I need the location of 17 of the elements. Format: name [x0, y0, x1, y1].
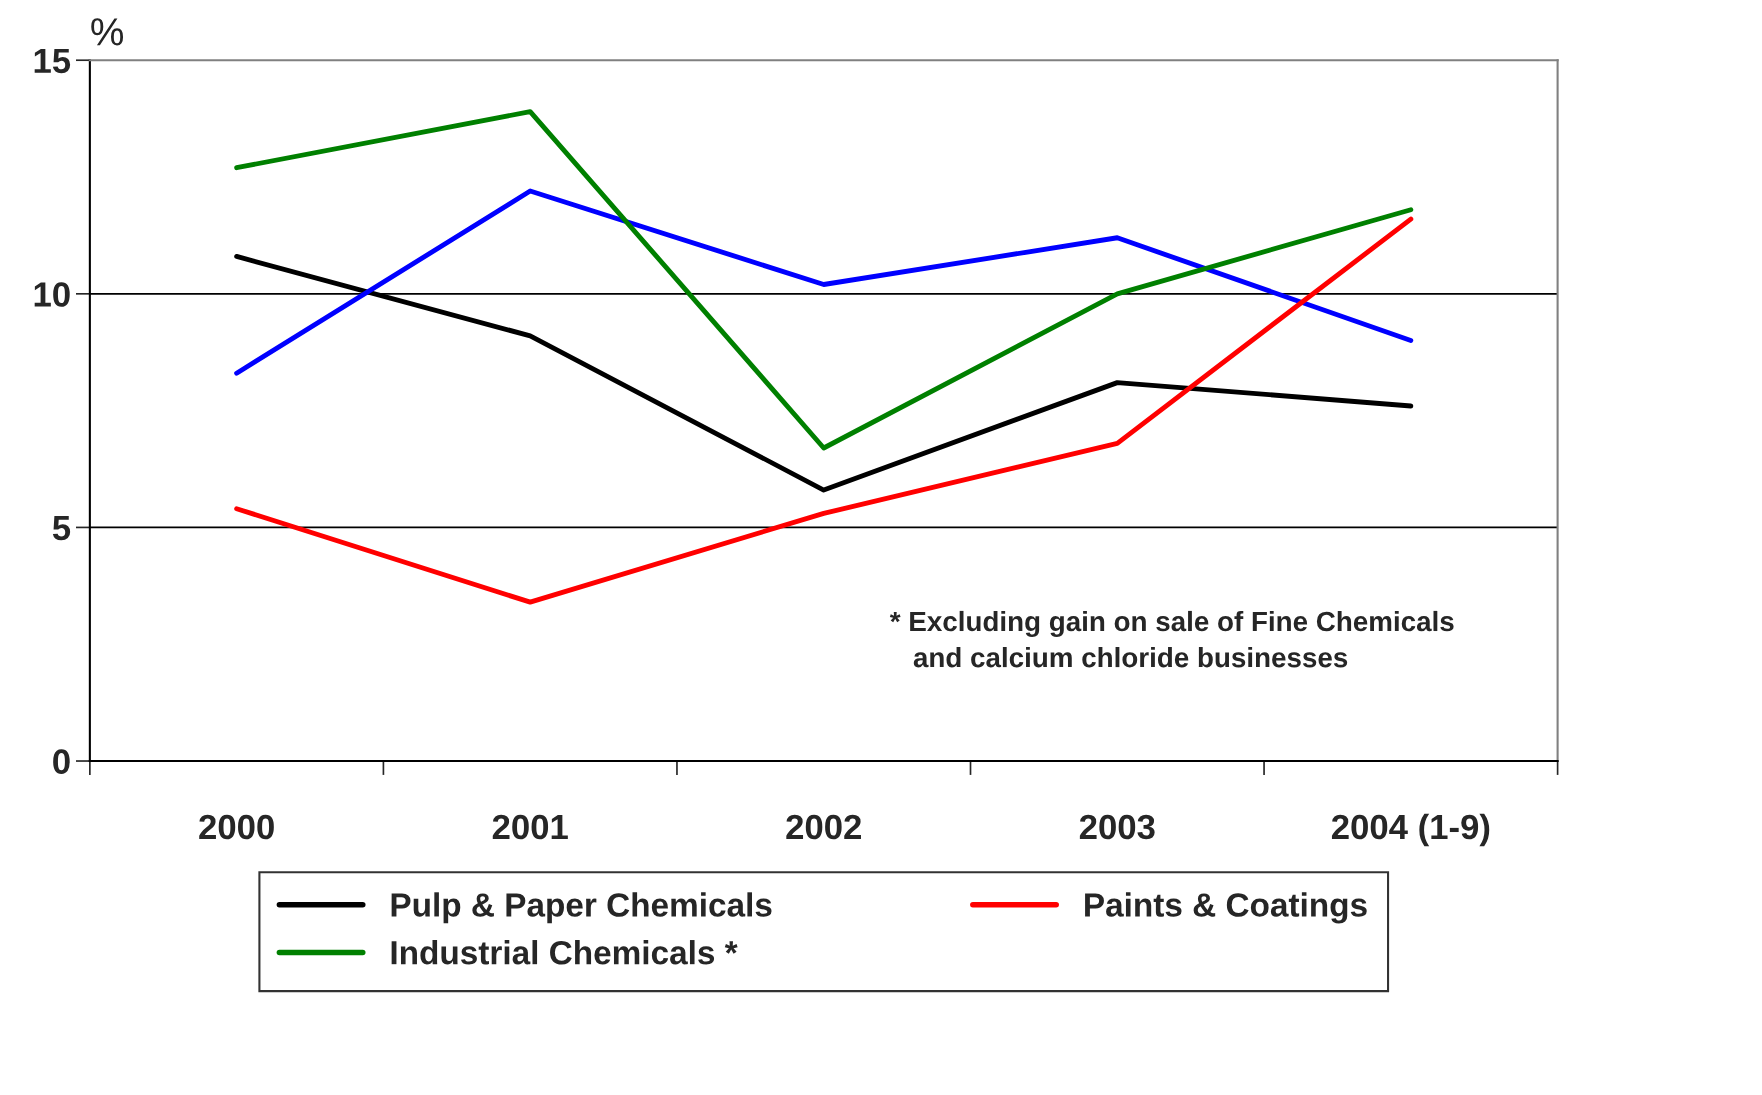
x-tick-label: 2003 [1079, 814, 1155, 840]
y-tick-label: 10 [34, 282, 70, 307]
x-tick-label: 2000 [199, 814, 274, 840]
line-series [234, 109, 1414, 451]
legend-label: Paints & Coatings [1085, 892, 1367, 924]
y-tick-label: 5 [52, 516, 71, 541]
y-axis-title: % [91, 18, 124, 46]
legend-label: Pulp & Paper Chemicals [391, 892, 772, 924]
x-tick-label: 2002 [786, 814, 861, 840]
x-tick-label: 2001 [492, 814, 568, 840]
line-series [234, 188, 1414, 376]
line-series [234, 216, 1414, 605]
x-tick-label: 2004 (1-9) [1331, 813, 1490, 847]
legend-label: Industrial Chemicals * [391, 940, 738, 965]
y-tick-label: 0 [53, 749, 70, 774]
y-tick-label: 15 [34, 48, 71, 74]
annotation: * Excluding gain on sale of Fine Chemicals and calcium chloride businesses [889, 610, 1454, 668]
